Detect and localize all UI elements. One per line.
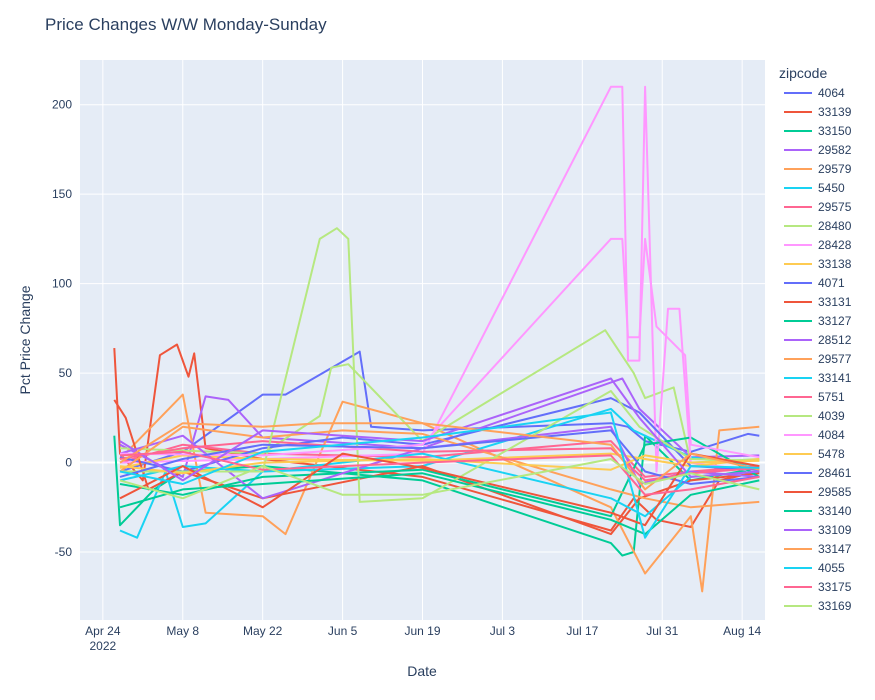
y-tick-label: -50: [55, 545, 73, 559]
legend-item-4084[interactable]: 4084: [784, 428, 845, 442]
legend-label: 5450: [818, 181, 845, 195]
legend-item-33127[interactable]: 33127: [784, 314, 852, 328]
series-line-33127[interactable]: [119, 436, 760, 518]
y-tick-label: 100: [52, 277, 72, 291]
legend-item-5450[interactable]: 5450: [784, 181, 845, 195]
legend-item-4055[interactable]: 4055: [784, 561, 845, 575]
legend-item-33138[interactable]: 33138: [784, 257, 852, 271]
legend-label: 28461: [818, 466, 852, 480]
legend-label: 28480: [818, 219, 852, 233]
legend-label: 33141: [818, 371, 852, 385]
legend-item-33141[interactable]: 33141: [784, 371, 852, 385]
legend-label: 5751: [818, 390, 845, 404]
chart-title: Price Changes W/W Monday-Sunday: [45, 15, 327, 34]
legend-item-29577[interactable]: 29577: [784, 352, 852, 366]
series-line-4055[interactable]: [119, 411, 760, 539]
legend-label: 33150: [818, 124, 852, 138]
x-tick-label: May 8: [166, 624, 199, 638]
legend-label: 28512: [818, 333, 852, 347]
legend-label: 33169: [818, 599, 852, 613]
grid-layer: [80, 60, 765, 620]
legend-label: 29577: [818, 352, 852, 366]
legend-item-4071[interactable]: 4071: [784, 276, 845, 290]
x-tick-label: Aug 14: [723, 624, 761, 638]
x-axis-title: Date: [407, 663, 437, 679]
legend-label: 4055: [818, 561, 845, 575]
legend-item-28461[interactable]: 28461: [784, 466, 852, 480]
series-lines[interactable]: [113, 85, 760, 593]
x-tick-label: Jun 5: [328, 624, 358, 638]
legend-item-33109[interactable]: 33109: [784, 523, 852, 537]
x-tick-label: Jun 19: [404, 624, 440, 638]
legend-label: 33140: [818, 504, 852, 518]
x-tick-label: Apr 24: [85, 624, 121, 638]
legend-label: 33139: [818, 105, 852, 119]
legend-label: 33138: [818, 257, 852, 271]
legend-label: 29575: [818, 200, 852, 214]
legend-item-28428[interactable]: 28428: [784, 238, 852, 252]
y-tick-label: 150: [52, 187, 72, 201]
legend-label: 33175: [818, 580, 852, 594]
legend-item-29575[interactable]: 29575: [784, 200, 852, 214]
series-line-29577[interactable]: [119, 425, 760, 509]
y-tick-label: 50: [59, 366, 73, 380]
legend-title: zipcode: [779, 65, 827, 81]
legend-label: 33131: [818, 295, 852, 309]
series-line-33109[interactable]: [119, 377, 760, 482]
legend-item-33169[interactable]: 33169: [784, 599, 852, 613]
series-line-29582[interactable]: [119, 377, 760, 478]
legend[interactable]: 4064 33139 33150 29582 29579 5450 29575 28480 28…: [784, 86, 852, 613]
series-line-33140[interactable]: [119, 472, 760, 536]
legend-item-33139[interactable]: 33139: [784, 105, 852, 119]
legend-label: 33127: [818, 314, 852, 328]
legend-label: 4084: [818, 428, 845, 442]
legend-item-4039[interactable]: 4039: [784, 409, 845, 423]
y-tick-label: 0: [65, 456, 72, 470]
legend-item-33131[interactable]: 33131: [784, 295, 852, 309]
legend-label: 5478: [818, 447, 845, 461]
legend-item-33147[interactable]: 33147: [784, 542, 852, 556]
series-line-33175[interactable]: [119, 450, 760, 496]
legend-item-29585[interactable]: 29585: [784, 485, 852, 499]
legend-label: 29582: [818, 143, 852, 157]
legend-label: 4071: [818, 276, 845, 290]
series-line-4084[interactable]: [119, 237, 760, 459]
legend-item-29582[interactable]: 29582: [784, 143, 852, 157]
x-tick-label: May 22: [243, 624, 283, 638]
legend-label: 33109: [818, 523, 852, 537]
series-line-28480[interactable]: [119, 329, 760, 464]
legend-item-29579[interactable]: 29579: [784, 162, 852, 176]
y-tick-label: 200: [52, 98, 72, 112]
series-line-28461[interactable]: [119, 429, 760, 485]
x-tick-label: Jul 17: [566, 624, 598, 638]
legend-label: 28428: [818, 238, 852, 252]
legend-label: 33147: [818, 542, 852, 556]
legend-label: 29585: [818, 485, 852, 499]
series-line-33147[interactable]: [119, 422, 760, 491]
x-tick-label: Jul 31: [646, 624, 678, 638]
series-line-33139[interactable]: [113, 343, 760, 532]
legend-item-33175[interactable]: 33175: [784, 580, 852, 594]
series-line-33169[interactable]: [119, 458, 760, 500]
x-tick-sublabel: 2022: [89, 639, 116, 653]
legend-label: 29579: [818, 162, 852, 176]
legend-item-28480[interactable]: 28480: [784, 219, 852, 233]
legend-item-5751[interactable]: 5751: [784, 390, 845, 404]
legend-item-5478[interactable]: 5478: [784, 447, 845, 461]
y-axis-title: Pct Price Change: [17, 285, 33, 394]
legend-item-33140[interactable]: 33140: [784, 504, 852, 518]
legend-item-28512[interactable]: 28512: [784, 333, 852, 347]
legend-label: 4039: [818, 409, 845, 423]
x-tick-label: Jul 3: [490, 624, 516, 638]
legend-label: 4064: [818, 86, 845, 100]
legend-item-33150[interactable]: 33150: [784, 124, 852, 138]
legend-item-4064[interactable]: 4064: [784, 86, 845, 100]
